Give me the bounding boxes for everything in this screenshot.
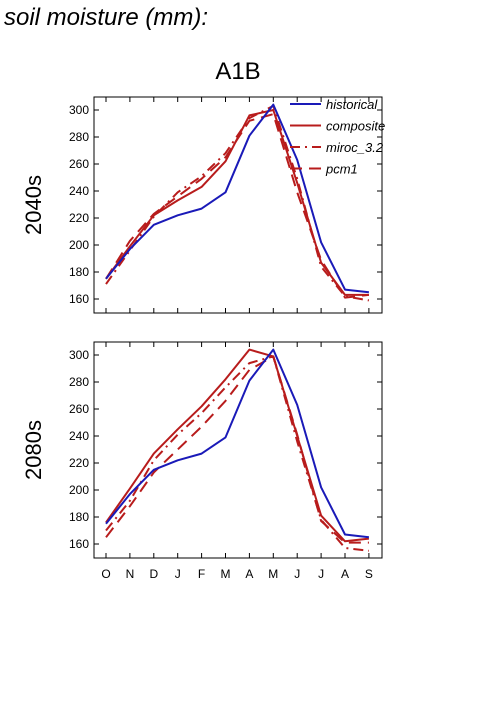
x-tick-label: M [221,567,231,581]
y-tick-label: 280 [69,375,89,389]
x-tick-label: A [245,567,253,581]
y-tick-label: 260 [69,402,89,416]
y-tick-label: 280 [69,130,89,144]
scenario-title: A1B [215,58,261,85]
y-tick-label: 240 [69,184,89,198]
series-line-composite-2080s [105,348,370,543]
y-tick-label: 220 [69,211,89,225]
y-tick-label: 240 [69,429,89,443]
y-tick-label: 300 [69,348,89,362]
y-tick-label: 200 [69,238,89,252]
y-tick-label: 160 [69,537,89,551]
series-line-pcm1-2040s [105,113,370,299]
x-tick-label: N [126,567,135,581]
legend-label-composite: composite [326,119,385,134]
plot-frame-2080s [93,341,383,559]
series-line-historical-2040s [105,103,370,294]
series-line-historical-2080s [105,348,370,539]
y-tick-label: 260 [69,157,89,171]
y-tick-label: 220 [69,456,89,470]
y-tick-label: 200 [69,483,89,497]
y-tick-label: 180 [69,265,89,279]
y-tick-label: 160 [69,292,89,306]
x-tick-label: D [149,567,158,581]
legend-label-historical: historical [326,97,378,112]
row-label-2080s: 2080s [21,420,46,480]
x-tick-label: S [365,567,373,581]
legend-label-miroc_3.2: miroc_3.2 [326,140,384,155]
legend-label-pcm1: pcm1 [325,162,358,177]
x-tick-label: J [294,567,300,581]
x-tick-label: A [341,567,349,581]
series-line-miroc_3.2-2040s [105,104,370,302]
y-tick-label: 300 [69,103,89,117]
x-tick-label: J [318,567,324,581]
y-tick-label: 180 [69,510,89,524]
plot-frame-2040s [93,96,383,314]
series-line-pcm1-2080s [105,355,369,544]
x-tick-label: M [268,567,278,581]
row-label-2040s: 2040s [21,175,46,235]
x-tick-label: F [198,567,205,581]
x-tick-label: J [175,567,181,581]
x-tick-label: O [101,567,110,581]
page-title: soil moisture (mm): [4,4,209,31]
